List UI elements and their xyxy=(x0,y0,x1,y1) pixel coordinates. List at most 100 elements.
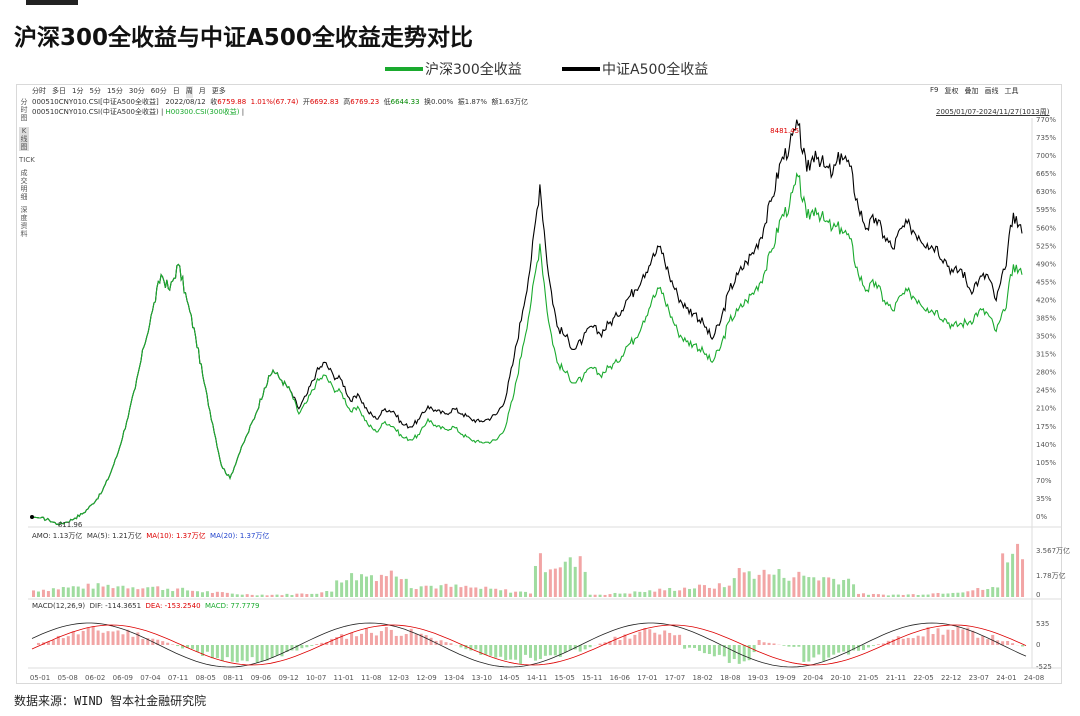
macd-bar xyxy=(722,645,726,657)
legend-label-hs300: 沪深300全收益 xyxy=(425,62,522,78)
macd-bar xyxy=(56,635,60,645)
side-nav-item-2[interactable]: TICK xyxy=(19,156,35,164)
macd-bar xyxy=(444,642,448,645)
macd-bar xyxy=(330,638,334,645)
volume-bar xyxy=(305,594,309,597)
period-tab-6[interactable]: 60分 xyxy=(150,87,167,95)
period-tab-1[interactable]: 多日 xyxy=(52,87,66,95)
volume-tick-label: 0 xyxy=(1036,591,1040,599)
side-nav-item-0[interactable]: 分时图 xyxy=(20,98,28,122)
macd-bar xyxy=(514,645,518,660)
macd-bar xyxy=(693,645,697,649)
side-nav-item-4[interactable]: 深度资料 xyxy=(20,206,28,238)
series-a-label[interactable]: 000510CNY010.CSI(中证A500全收益) xyxy=(32,108,159,116)
volume-bar xyxy=(394,576,398,597)
volume-bar xyxy=(807,577,811,597)
volume-bar xyxy=(961,592,965,597)
volume-bar xyxy=(976,588,980,597)
macd-bar xyxy=(166,642,170,645)
macd-bar xyxy=(782,645,786,646)
date-range[interactable]: 2005/01/07-2024/11/27(1013周) xyxy=(936,108,1050,116)
macd-bar xyxy=(66,636,70,645)
macd-bar xyxy=(121,634,125,645)
volume-bar xyxy=(191,590,195,597)
volume-bar xyxy=(255,595,259,597)
volume-bar xyxy=(822,577,826,597)
volume-bar xyxy=(91,588,95,597)
period-tab-0[interactable]: 分时 xyxy=(32,87,46,95)
volume-bar xyxy=(439,585,443,597)
period-tab-8[interactable]: 周 xyxy=(185,86,193,98)
y-tick-label: 595% xyxy=(1036,206,1056,214)
volume-bar xyxy=(245,594,249,597)
volume-bar xyxy=(941,593,945,597)
macd-bar xyxy=(638,631,642,645)
macd-bar xyxy=(459,645,463,648)
volume-bar xyxy=(250,594,254,597)
x-tick-label: 06-02 xyxy=(85,674,105,682)
period-tab-2[interactable]: 1分 xyxy=(72,87,84,95)
side-nav-item-3[interactable]: 成交明细 xyxy=(20,169,28,201)
macd-bar xyxy=(285,645,289,652)
volume-bar xyxy=(603,594,607,597)
volume-bar xyxy=(678,590,682,597)
side-nav-item-1[interactable]: K线图 xyxy=(19,127,29,151)
tool-button-3[interactable]: 画线 xyxy=(984,87,999,95)
x-tick-label: 18-08 xyxy=(720,674,740,682)
period-tab-4[interactable]: 15分 xyxy=(106,87,123,95)
volume-bar xyxy=(499,590,503,597)
macd-bar xyxy=(936,628,940,645)
volume-bar xyxy=(707,587,711,597)
macd-bar xyxy=(325,642,329,645)
volume-bar xyxy=(350,573,354,597)
macd-bar xyxy=(792,645,796,647)
x-tick-label: 22-12 xyxy=(941,674,961,682)
macd-bar xyxy=(374,635,378,645)
volume-bar xyxy=(1016,543,1020,597)
x-tick-label: 09-12 xyxy=(278,674,298,682)
macd-bar xyxy=(379,631,383,645)
macd-bar xyxy=(876,644,880,645)
macd-bar xyxy=(812,645,816,658)
volume-bar xyxy=(369,575,373,597)
volume-bar xyxy=(847,578,851,597)
x-tick-label: 17-01 xyxy=(637,674,657,682)
macd-bar xyxy=(46,641,50,645)
macd-value: MACD: 77.7779 xyxy=(204,602,260,610)
volume-bar xyxy=(46,591,50,597)
x-tick-label: 24-01 xyxy=(996,674,1016,682)
volume-bar xyxy=(648,590,652,597)
tool-button-0[interactable]: F9 xyxy=(930,86,939,94)
period-tab-10[interactable]: 更多 xyxy=(211,87,226,95)
period-tab-5[interactable]: 30分 xyxy=(128,87,145,95)
macd-bar xyxy=(568,645,572,651)
volume-bar xyxy=(315,593,319,597)
volume-bar xyxy=(593,594,597,597)
y-tick-label: 420% xyxy=(1036,296,1056,304)
x-tick-label: 19-03 xyxy=(748,674,768,682)
period-tab-9[interactable]: 月 xyxy=(198,87,206,95)
tool-button-2[interactable]: 叠加 xyxy=(964,87,979,95)
tool-button-1[interactable]: 复权 xyxy=(944,87,959,95)
macd-bar xyxy=(220,645,224,662)
quote-high: 6769.23 xyxy=(350,98,380,106)
tool-button-4[interactable]: 工具 xyxy=(1004,87,1019,95)
x-tick-label: 22-05 xyxy=(913,674,933,682)
macd-bar xyxy=(494,645,498,658)
volume-bar xyxy=(116,586,120,597)
volume-bar xyxy=(623,593,627,597)
x-tick-label: 12-03 xyxy=(389,674,409,682)
macd-bar xyxy=(911,638,915,645)
volume-bar xyxy=(832,578,836,597)
volume-bar xyxy=(126,588,130,597)
open-label: 开 xyxy=(302,98,310,106)
period-tab-3[interactable]: 5分 xyxy=(89,87,101,95)
volume-bar xyxy=(737,568,741,597)
macd-bar xyxy=(678,634,682,645)
period-tab-7[interactable]: 日 xyxy=(172,87,180,95)
volume-bar xyxy=(434,588,438,597)
x-tick-label: 07-04 xyxy=(140,674,161,682)
volume-bar xyxy=(444,583,448,597)
volume-bar xyxy=(871,593,875,597)
series-b-label[interactable]: H00300.CSI(300收益) xyxy=(165,108,240,116)
